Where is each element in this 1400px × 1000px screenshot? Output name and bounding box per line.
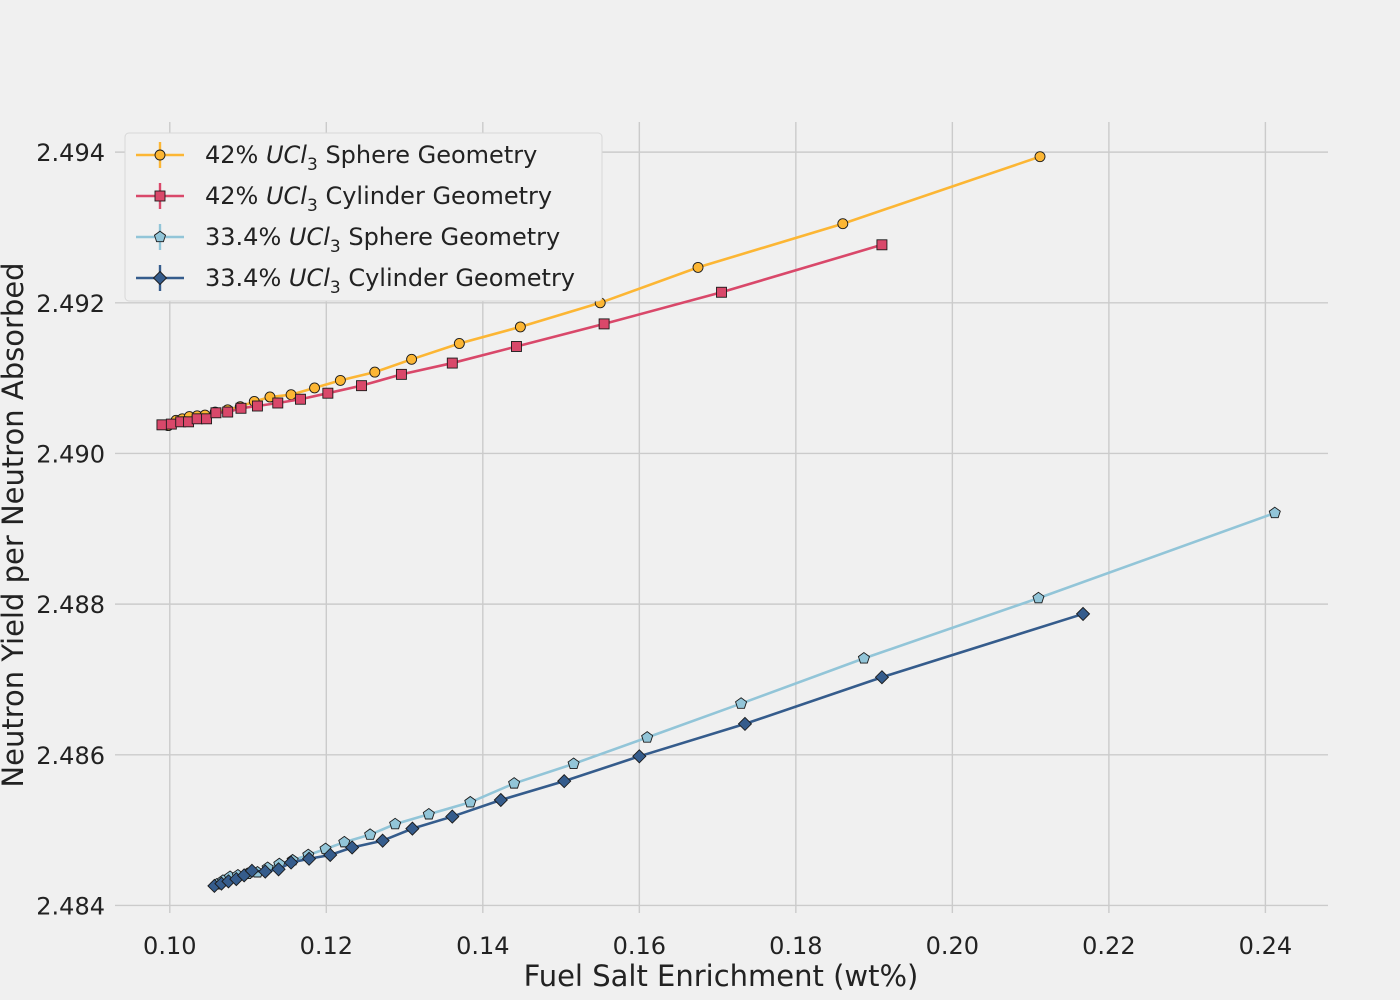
data-point [1032,591,1045,604]
data-point [334,374,346,386]
data-point [258,864,273,879]
series-line [216,511,1276,886]
data-point [210,407,222,419]
x-tick-label: 0.22 [1082,932,1135,960]
data-point [511,341,522,352]
x-tick-label: 0.16 [613,932,666,960]
data-point [692,261,704,273]
data-point [251,400,263,412]
data-point [165,418,177,430]
data-point [1268,506,1281,519]
data-point [874,670,890,685]
data-point [285,389,297,401]
series [156,239,888,431]
y-axis-ticks: 2.484 2.486 2.488 2.490 2.492 2.494 [36,139,105,920]
y-axis-label: Neutron Yield per Neutron Absorbed [0,262,30,787]
data-point [453,338,465,349]
x-axis-label: Fuel Salt Enrichment (wt%) [524,959,919,993]
data-point [191,413,203,425]
grid [115,122,1328,913]
legend-marker [153,230,167,243]
series-layer [156,151,1281,894]
data-point [446,357,458,369]
data-point [876,239,888,251]
legend-label: 42% UCl3 Sphere Geometry [205,141,537,175]
data-point [301,851,317,866]
y-tick-label: 2.494 [36,139,105,167]
data-point [395,368,407,380]
data-point [364,828,377,840]
data-point [389,817,402,830]
data-point [737,716,753,732]
data-point [557,774,572,789]
data-point [464,795,477,808]
x-tick-label: 0.12 [300,932,353,960]
data-point [283,855,299,870]
data-point [641,731,654,743]
data-point [1034,151,1046,163]
x-axis-ticks: 0.10 0.12 0.14 0.16 0.18 0.20 0.22 0.24 [143,932,1292,960]
data-point [632,749,647,764]
x-tick-label: 0.14 [456,932,509,960]
data-point [567,757,580,769]
legend-label: 33.4% UCl3 Cylinder Geometry [205,264,575,298]
data-point [222,406,234,418]
y-tick-label: 2.484 [36,892,105,920]
x-tick-label: 0.18 [769,932,822,960]
y-tick-label: 2.488 [36,591,105,619]
legend-item: 33.4% UCl3 Cylinder Geometry [136,264,575,298]
data-point [1075,606,1091,622]
series [210,506,1281,890]
data-point [716,286,727,298]
data-point [405,821,420,836]
y-tick-label: 2.492 [36,290,105,318]
data-point [156,419,168,431]
y-tick-label: 2.490 [36,440,105,468]
data-point [857,652,870,664]
x-tick-label: 0.24 [1239,932,1292,960]
data-point [356,380,367,392]
data-point [369,366,381,378]
data-point [201,413,213,425]
legend-item: 33.4% UCl3 Sphere Geometry [136,223,560,257]
data-point [271,862,286,877]
data-point [375,833,390,848]
x-tick-label: 0.20 [926,932,979,960]
data-point [422,807,435,820]
data-point [244,863,260,878]
legend-item: 42% UCl3 Cylinder Geometry [136,182,552,216]
data-point [338,835,351,848]
data-point [598,318,610,330]
series [207,606,1091,894]
legend-item: 42% UCl3 Sphere Geometry [136,141,537,175]
x-tick-label: 0.10 [143,932,196,960]
data-point [309,382,321,394]
data-point [272,397,284,409]
data-point [514,321,526,333]
data-point [295,393,306,405]
data-point [344,840,360,855]
legend-marker [152,270,168,286]
data-point [406,353,418,365]
data-point [323,847,338,863]
legend-marker [154,149,166,161]
legend: 42% UCl3 Sphere Geometry 42% UCl3 Cylinde… [124,132,603,302]
legend-label: 33.4% UCl3 Sphere Geometry [205,223,560,257]
data-point [735,697,748,709]
legend-box [124,132,603,302]
data-point [322,387,334,399]
data-point [445,809,460,824]
data-point [235,402,247,414]
legend-label: 42% UCl3 Cylinder Geometry [205,182,552,216]
data-point [837,218,849,230]
data-point [493,792,508,808]
data-point [508,777,521,789]
legend-marker [154,190,166,202]
y-tick-label: 2.486 [36,742,105,770]
